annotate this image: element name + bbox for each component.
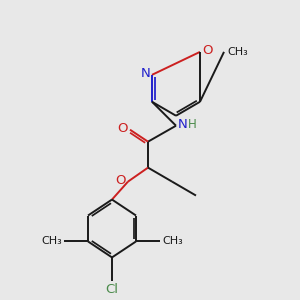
Text: O: O (202, 44, 212, 57)
Text: CH₃: CH₃ (162, 236, 183, 247)
Text: H: H (188, 118, 197, 131)
Text: O: O (118, 122, 128, 135)
Text: N: N (140, 67, 150, 80)
Text: N: N (178, 118, 188, 131)
Text: CH₃: CH₃ (41, 236, 62, 247)
Text: O: O (116, 174, 126, 187)
Text: CH₃: CH₃ (227, 47, 248, 57)
Text: Cl: Cl (106, 284, 118, 296)
